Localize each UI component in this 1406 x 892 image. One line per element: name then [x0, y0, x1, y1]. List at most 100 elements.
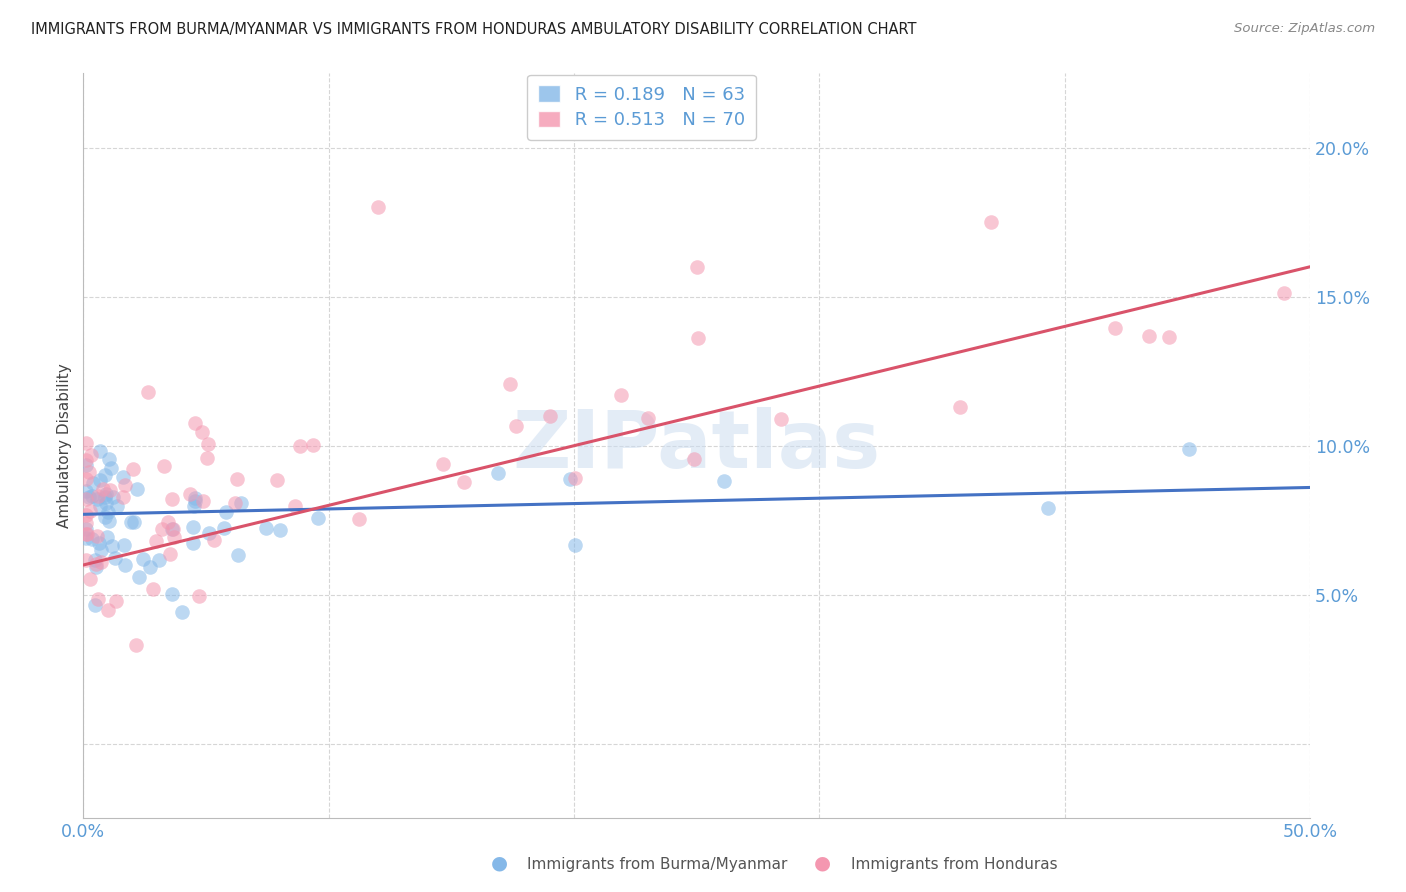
Point [89, 499, 111, 513]
Point [80, 448, 103, 462]
Point [685, 260, 707, 274]
Point [132, 551, 155, 566]
Point [75, 491, 97, 506]
Point [181, 520, 204, 534]
Point [100, 483, 122, 497]
Point [91, 482, 114, 496]
Point [80, 533, 103, 547]
Point [307, 511, 329, 525]
Point [94, 510, 117, 524]
Point [105, 594, 128, 608]
Point [215, 505, 238, 519]
Point [254, 521, 277, 535]
Point [564, 471, 586, 485]
Point [93, 468, 115, 483]
Point [610, 387, 633, 401]
Point [1038, 501, 1060, 516]
Point [84, 599, 107, 613]
Point [79, 504, 101, 518]
Point [101, 490, 124, 504]
Point [77, 465, 100, 479]
Point [713, 475, 735, 489]
Point [75, 458, 97, 473]
Text: Immigrants from Burma/Myanmar: Immigrants from Burma/Myanmar [527, 857, 787, 872]
Point [121, 461, 143, 475]
Point [191, 494, 214, 508]
Point [75, 508, 97, 522]
Point [100, 460, 122, 475]
Point [226, 472, 249, 486]
Point [367, 200, 389, 214]
Point [114, 478, 136, 492]
Point [163, 530, 186, 544]
Point [111, 490, 134, 504]
Point [75, 532, 97, 546]
Point [125, 638, 148, 652]
Point [76, 527, 98, 541]
Point [127, 482, 149, 496]
Point [202, 533, 225, 547]
Point [347, 512, 370, 526]
Point [150, 522, 173, 536]
Point [84, 560, 107, 574]
Point [284, 499, 307, 513]
Point [1272, 285, 1295, 300]
Point [75, 522, 97, 536]
Point [138, 385, 160, 400]
Point [142, 582, 165, 597]
Point [226, 548, 249, 562]
Point [184, 494, 207, 508]
Text: ZIPatlas: ZIPatlas [512, 407, 880, 484]
Point [86, 529, 108, 543]
Text: IMMIGRANTS FROM BURMA/MYANMAR VS IMMIGRANTS FROM HONDURAS AMBULATORY DISABILITY : IMMIGRANTS FROM BURMA/MYANMAR VS IMMIGRA… [31, 22, 917, 37]
Point [139, 559, 162, 574]
Point [97, 452, 120, 467]
Point [145, 534, 167, 549]
Point [75, 472, 97, 486]
Point [84, 557, 107, 571]
Point [301, 438, 323, 452]
Point [183, 535, 205, 549]
Point [152, 459, 174, 474]
Point [538, 409, 561, 423]
Point [112, 538, 135, 552]
Point [75, 484, 97, 499]
Point [89, 536, 111, 550]
Point [486, 466, 509, 480]
Point [82, 475, 104, 490]
Point [231, 496, 253, 510]
Point [148, 553, 170, 567]
Point [103, 551, 125, 566]
Point [114, 558, 136, 572]
Point [96, 530, 118, 544]
Text: ●: ● [491, 854, 508, 872]
Point [224, 496, 246, 510]
Point [558, 472, 581, 486]
Point [75, 553, 97, 567]
Point [183, 417, 205, 431]
Point [75, 435, 97, 450]
Point [111, 470, 134, 484]
Point [94, 490, 117, 504]
Legend:  R = 0.189   N = 63,  R = 0.513   N = 70: R = 0.189 N = 63, R = 0.513 N = 70 [527, 75, 755, 140]
Point [90, 555, 112, 569]
Point [97, 514, 120, 528]
Point [96, 496, 118, 510]
Point [980, 215, 1002, 229]
Text: ●: ● [814, 854, 831, 872]
Point [505, 419, 527, 434]
Point [77, 491, 100, 505]
Point [683, 451, 706, 466]
Point [269, 523, 291, 537]
Point [75, 516, 97, 531]
Y-axis label: Ambulatory Disability: Ambulatory Disability [58, 363, 72, 528]
Point [637, 410, 659, 425]
Point [1104, 320, 1126, 334]
Point [432, 457, 454, 471]
Point [162, 522, 184, 536]
Point [89, 443, 111, 458]
Point [288, 439, 311, 453]
Point [212, 520, 235, 534]
Point [82, 489, 104, 503]
Point [79, 572, 101, 586]
